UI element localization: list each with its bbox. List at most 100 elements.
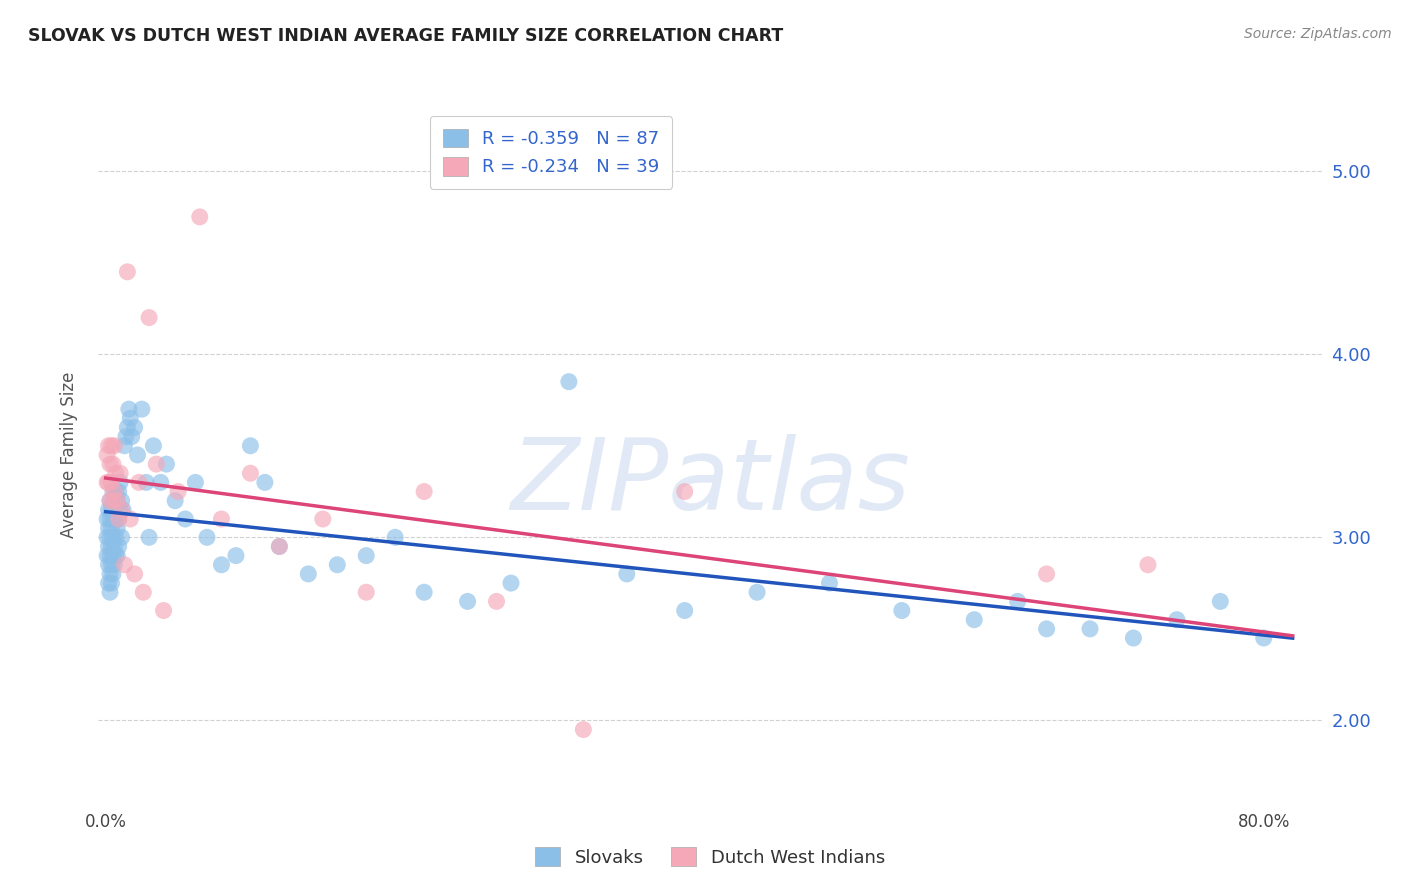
Point [103, 439, 125, 453]
Point [100, 521, 122, 535]
Point [108, 475, 131, 490]
Point [104, 530, 127, 544]
Point [1209, 594, 1232, 608]
Point [572, 723, 595, 737]
Point [101, 484, 124, 499]
Point [142, 439, 165, 453]
Point [413, 585, 436, 599]
Point [104, 549, 127, 563]
Point [239, 439, 262, 453]
Point [103, 493, 125, 508]
Point [98, 549, 121, 563]
Point [818, 576, 841, 591]
Point [558, 375, 581, 389]
Point [457, 594, 479, 608]
Point [98, 566, 121, 581]
Point [103, 512, 125, 526]
Point [103, 558, 125, 572]
Point [98, 493, 121, 508]
Point [100, 503, 122, 517]
Point [188, 210, 211, 224]
Point [110, 493, 132, 508]
Point [96, 475, 118, 490]
Point [118, 402, 141, 417]
Point [100, 540, 122, 554]
Point [108, 503, 131, 517]
Legend: Slovaks, Dutch West Indians: Slovaks, Dutch West Indians [527, 840, 893, 874]
Point [413, 484, 436, 499]
Point [105, 493, 128, 508]
Point [107, 484, 129, 499]
Point [97, 540, 120, 554]
Point [167, 484, 190, 499]
Point [253, 475, 276, 490]
Point [673, 484, 696, 499]
Point [114, 558, 136, 572]
Point [105, 549, 128, 563]
Point [103, 484, 125, 499]
Point [124, 566, 146, 581]
Point [184, 475, 207, 490]
Point [1035, 622, 1057, 636]
Text: Source: ZipAtlas.com: Source: ZipAtlas.com [1244, 27, 1392, 41]
Point [107, 540, 129, 554]
Point [120, 512, 142, 526]
Point [225, 549, 247, 563]
Point [107, 512, 129, 526]
Point [97, 503, 120, 517]
Point [354, 585, 377, 599]
Text: SLOVAK VS DUTCH WEST INDIAN AVERAGE FAMILY SIZE CORRELATION CHART: SLOVAK VS DUTCH WEST INDIAN AVERAGE FAMI… [28, 27, 783, 45]
Point [98, 457, 121, 471]
Point [98, 530, 121, 544]
Point [745, 585, 768, 599]
Point [101, 512, 124, 526]
Point [149, 475, 172, 490]
Point [97, 475, 120, 490]
Point [1122, 631, 1144, 645]
Point [890, 603, 912, 617]
Point [104, 512, 127, 526]
Point [326, 558, 349, 572]
Point [152, 603, 174, 617]
Point [297, 566, 319, 581]
Point [1253, 631, 1275, 645]
Point [103, 540, 125, 554]
Point [104, 467, 127, 481]
Point [1136, 558, 1159, 572]
Point [96, 448, 118, 462]
Point [100, 439, 122, 453]
Point [96, 549, 118, 563]
Point [145, 457, 167, 471]
Point [107, 512, 129, 526]
Point [211, 558, 233, 572]
Point [108, 467, 131, 481]
Point [96, 512, 118, 526]
Point [1035, 566, 1057, 581]
Point [963, 613, 986, 627]
Point [97, 576, 120, 591]
Point [110, 503, 132, 517]
Point [1007, 594, 1029, 608]
Point [269, 540, 291, 554]
Point [101, 549, 124, 563]
Point [110, 530, 132, 544]
Point [174, 512, 197, 526]
Point [616, 566, 638, 581]
Point [98, 493, 121, 508]
Point [165, 493, 187, 508]
Point [211, 512, 233, 526]
Point [132, 585, 155, 599]
Point [100, 475, 122, 490]
Point [384, 530, 406, 544]
Point [1166, 613, 1188, 627]
Point [101, 566, 124, 581]
Point [98, 585, 121, 599]
Point [114, 439, 136, 453]
Point [98, 512, 121, 526]
Point [128, 475, 150, 490]
Y-axis label: Average Family Size: Average Family Size [59, 372, 77, 538]
Point [195, 530, 218, 544]
Point [1078, 622, 1101, 636]
Text: ZIPatlas: ZIPatlas [510, 434, 910, 532]
Point [112, 503, 135, 517]
